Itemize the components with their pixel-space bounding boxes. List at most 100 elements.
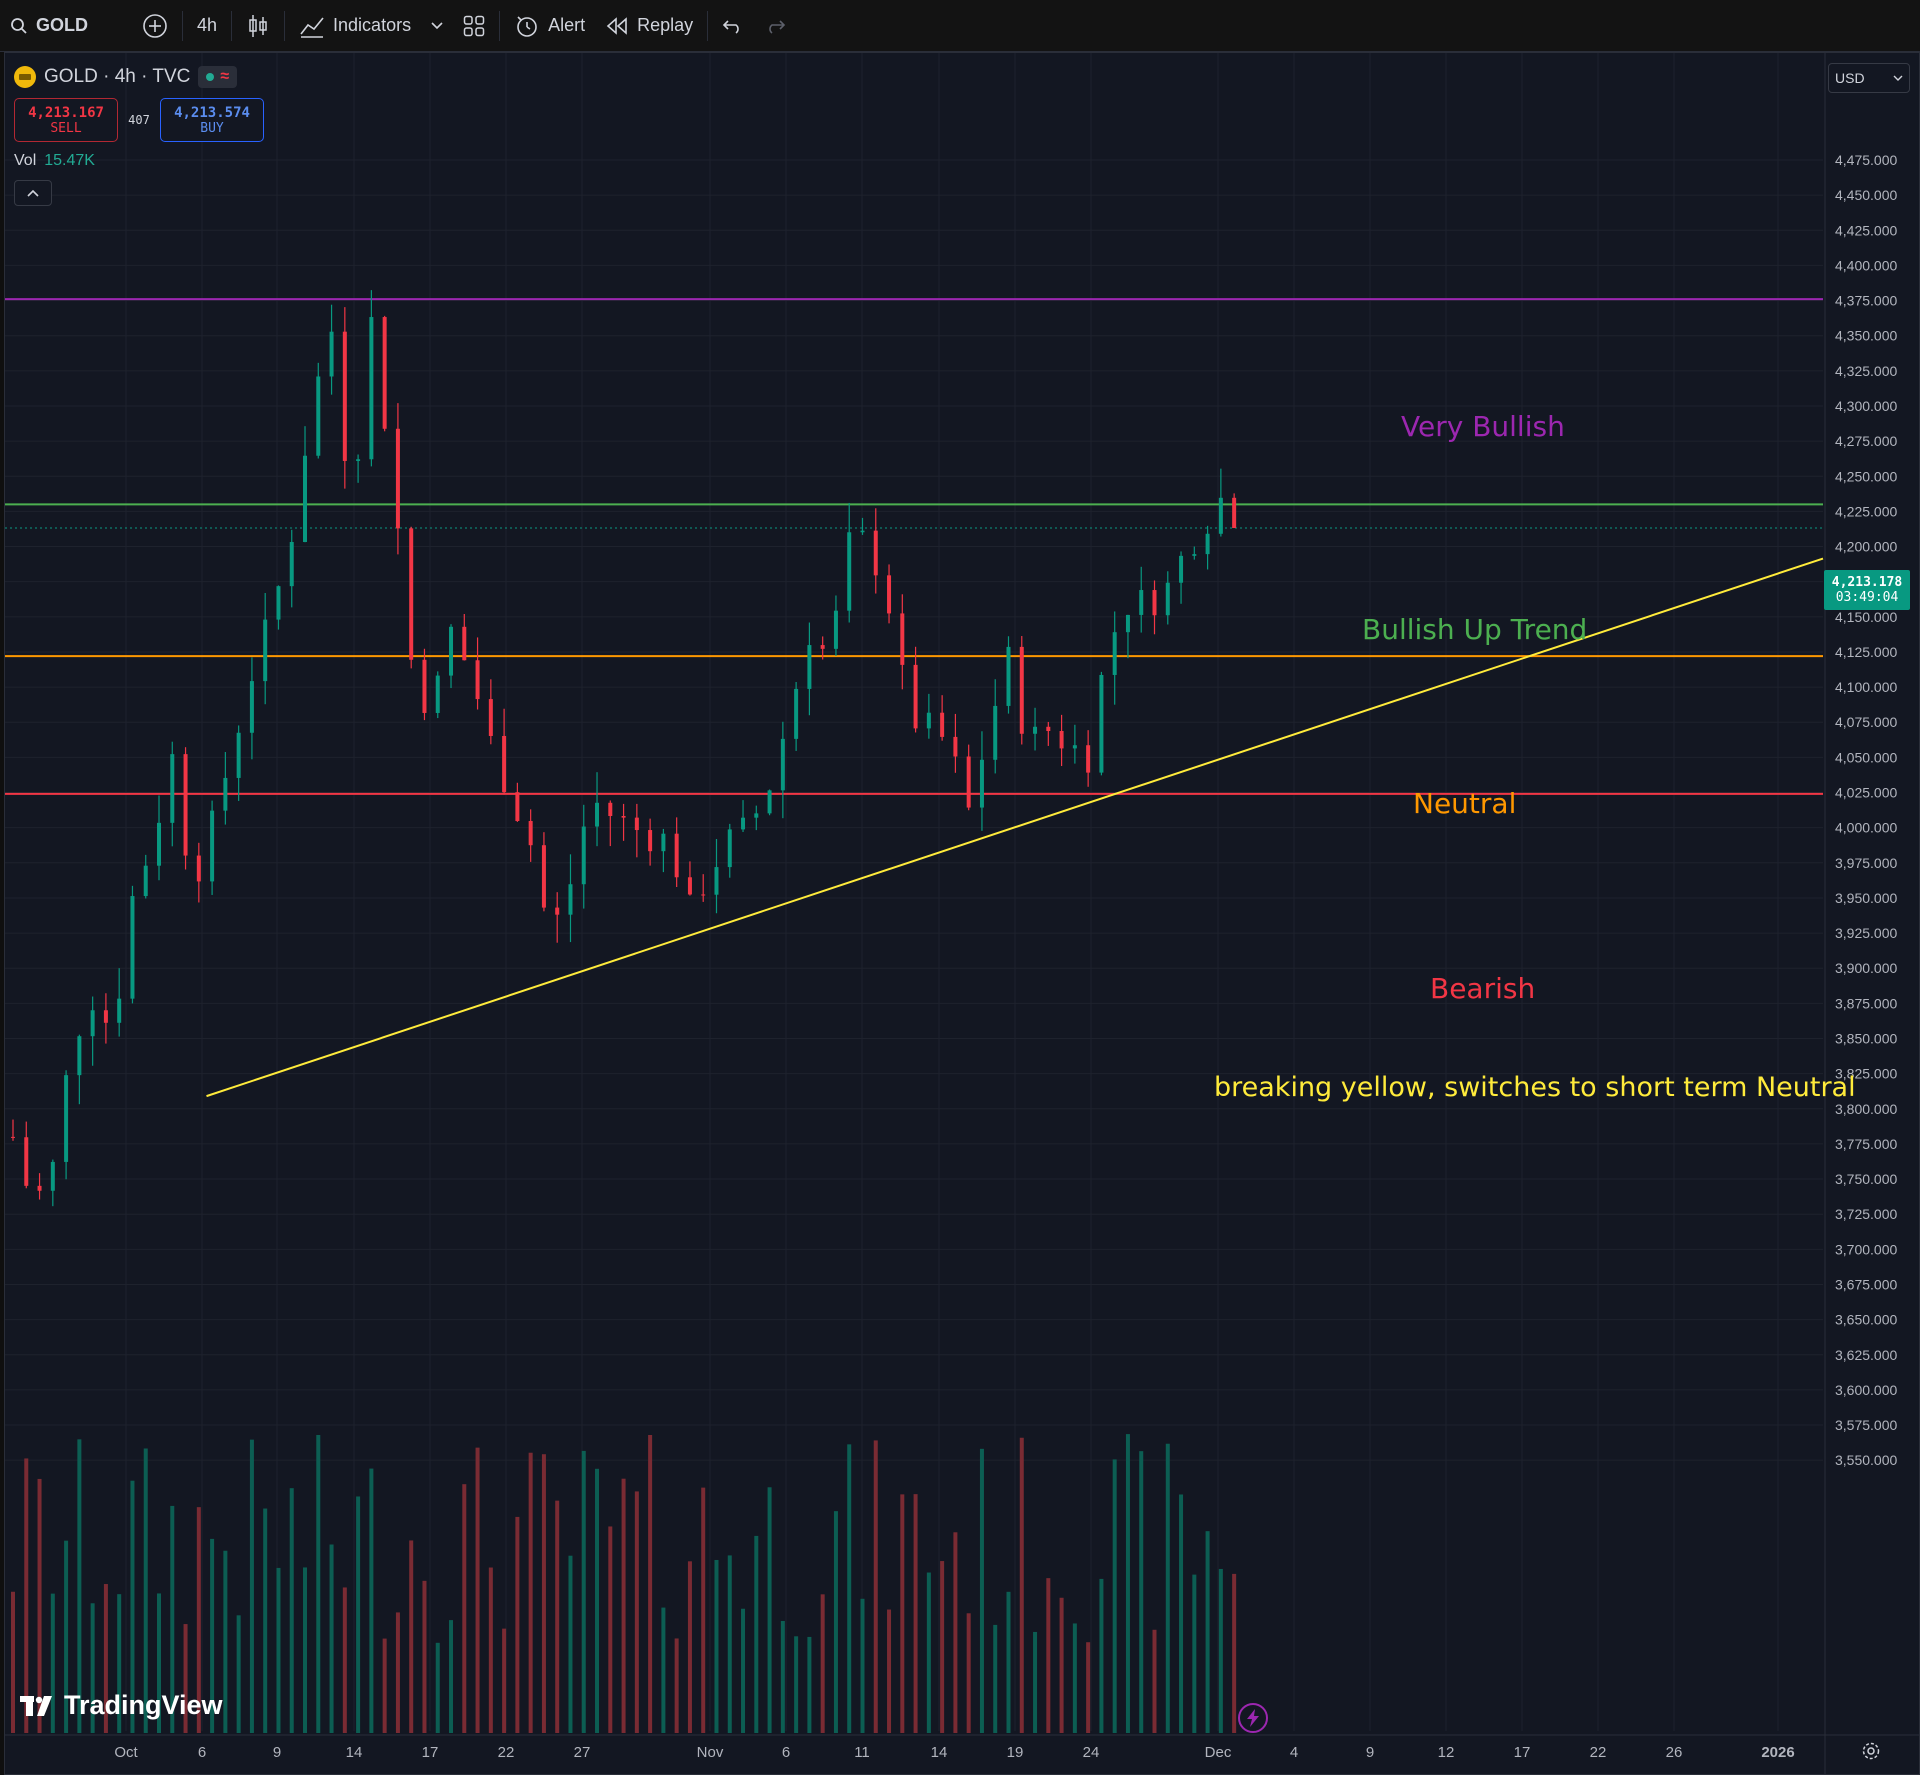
candle[interactable] [873, 508, 878, 594]
candle[interactable] [130, 885, 135, 1004]
symbol-search-button[interactable]: GOLD [0, 0, 132, 52]
candle[interactable] [249, 657, 254, 760]
candle[interactable] [422, 648, 427, 721]
candle[interactable] [369, 290, 374, 467]
candle[interactable] [608, 800, 613, 847]
indicators-button[interactable]: Indicators [289, 0, 421, 52]
candle[interactable] [183, 747, 188, 870]
candle[interactable] [316, 362, 321, 459]
candle[interactable] [1112, 611, 1117, 705]
candle[interactable] [77, 1034, 82, 1105]
candle[interactable] [50, 1159, 55, 1207]
candle[interactable] [953, 713, 958, 773]
candle[interactable] [210, 800, 215, 895]
candle[interactable] [820, 636, 825, 660]
candle[interactable] [1099, 671, 1104, 776]
buy-button[interactable]: 4,213.574 BUY [160, 98, 264, 142]
candle[interactable] [1125, 614, 1130, 659]
candle[interactable] [661, 828, 666, 873]
compare-button[interactable] [132, 0, 178, 52]
candle[interactable] [356, 454, 361, 483]
candle[interactable] [11, 1119, 15, 1141]
candle[interactable] [687, 861, 692, 896]
candle[interactable] [449, 624, 454, 689]
candle[interactable] [395, 403, 400, 555]
candle[interactable] [860, 517, 865, 535]
candle[interactable] [1232, 493, 1237, 529]
candle[interactable] [1019, 636, 1024, 745]
candle[interactable] [1072, 724, 1077, 764]
candle[interactable] [674, 817, 679, 888]
candle[interactable] [528, 809, 533, 862]
candle[interactable] [1179, 551, 1184, 604]
candle[interactable] [462, 613, 467, 661]
candle[interactable] [1033, 707, 1038, 751]
candle[interactable] [701, 874, 706, 902]
candle[interactable] [1006, 636, 1011, 714]
candle[interactable] [196, 842, 201, 903]
candle[interactable] [1046, 721, 1051, 746]
candle[interactable] [979, 731, 984, 831]
candle[interactable] [263, 592, 268, 705]
candle[interactable] [64, 1070, 69, 1180]
candle[interactable] [170, 741, 175, 847]
candle[interactable] [1152, 580, 1157, 635]
candle[interactable] [515, 782, 520, 822]
candle[interactable] [90, 996, 95, 1066]
alert-button[interactable]: Alert [504, 0, 595, 52]
candle[interactable] [966, 744, 971, 811]
candle[interactable] [568, 854, 573, 943]
candle[interactable] [1086, 730, 1091, 787]
candle[interactable] [727, 823, 732, 878]
candle[interactable] [382, 315, 387, 432]
candle[interactable] [223, 752, 228, 825]
candle[interactable] [913, 646, 918, 733]
candle[interactable] [648, 818, 653, 866]
undo-button[interactable] [712, 0, 754, 52]
candle[interactable] [143, 854, 148, 899]
candle[interactable] [289, 529, 294, 608]
candle[interactable] [236, 725, 241, 801]
candle[interactable] [847, 502, 852, 623]
chart-pane[interactable]: 4,475.000 4,450.000 4,425.000 4,400.000 4,37… [4, 52, 1920, 1775]
candle[interactable] [1059, 714, 1064, 767]
price-chart[interactable]: 4,475.000 4,450.000 4,425.000 4,400.000 4,37… [5, 53, 1920, 1775]
candle[interactable] [475, 637, 480, 710]
currency-select[interactable]: USD [1828, 63, 1910, 93]
candle[interactable] [794, 682, 799, 751]
candle[interactable] [1205, 525, 1210, 570]
candle[interactable] [502, 708, 507, 795]
candle[interactable] [1139, 566, 1144, 633]
candle[interactable] [754, 805, 759, 831]
candle[interactable] [555, 892, 560, 943]
candle[interactable] [581, 804, 586, 909]
candle[interactable] [117, 968, 122, 1037]
sell-button[interactable]: 4,213.167 SELL [14, 98, 118, 142]
axis-settings-button[interactable] [1858, 1738, 1884, 1764]
indicators-dropdown[interactable] [421, 0, 453, 52]
candle[interactable] [488, 679, 493, 745]
candle[interactable] [780, 721, 785, 819]
candle[interactable] [1165, 571, 1170, 625]
candle[interactable] [157, 795, 162, 881]
candle[interactable] [541, 832, 546, 912]
candle[interactable] [435, 671, 440, 719]
chart-type-button[interactable] [236, 0, 280, 52]
candle[interactable] [993, 679, 998, 774]
candle[interactable] [621, 803, 626, 841]
interval-button[interactable]: 4h [187, 0, 227, 52]
candle[interactable] [409, 526, 414, 669]
candle[interactable] [276, 585, 281, 630]
candle[interactable] [926, 693, 931, 739]
trendline[interactable] [206, 557, 1824, 1098]
candle[interactable] [595, 772, 600, 847]
legend-title[interactable]: GOLD · 4h · TVC [44, 66, 191, 87]
replay-button[interactable]: Replay [595, 0, 703, 52]
tradingview-logo[interactable]: TradingView [20, 1690, 223, 1721]
candle[interactable] [24, 1121, 29, 1189]
candle[interactable] [767, 789, 772, 816]
candle[interactable] [807, 622, 812, 716]
candle[interactable] [1218, 468, 1223, 537]
candle[interactable] [342, 307, 347, 489]
candle[interactable] [103, 993, 108, 1044]
